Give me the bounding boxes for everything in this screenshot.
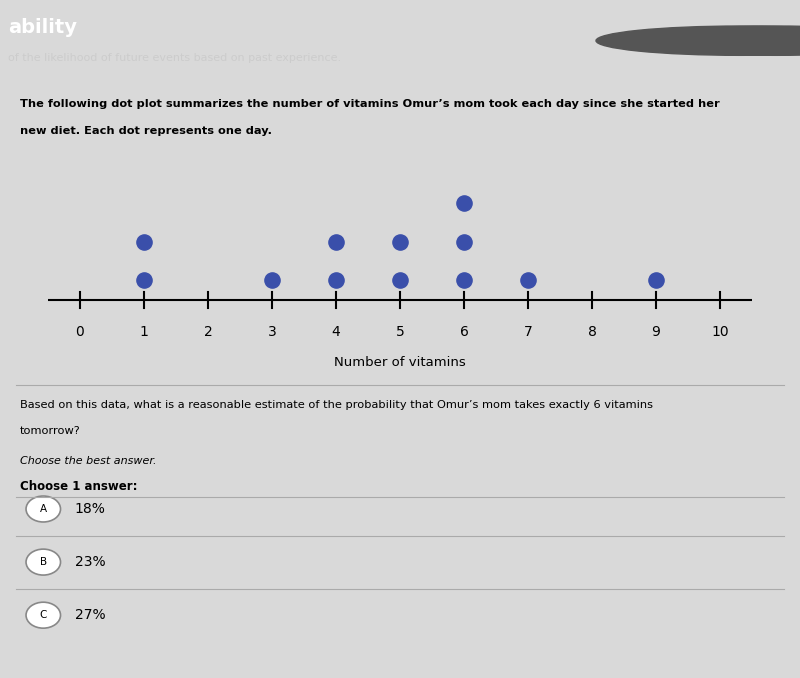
Text: A: A (40, 504, 47, 514)
Text: Choose 1 answer:: Choose 1 answer: (20, 479, 138, 492)
Point (330, 236, 342, 247)
Point (650, 274, 662, 285)
Point (522, 274, 534, 285)
Point (138, 274, 150, 285)
Circle shape (632, 26, 800, 56)
Text: 27%: 27% (74, 608, 106, 622)
Text: 10: 10 (711, 325, 729, 340)
Point (138, 236, 150, 247)
Point (394, 236, 406, 247)
Text: tomorrow?: tomorrow? (20, 426, 81, 437)
Point (330, 274, 342, 285)
Text: new diet. Each dot represents one day.: new diet. Each dot represents one day. (20, 125, 272, 136)
Circle shape (596, 26, 800, 56)
Text: 5: 5 (396, 325, 404, 340)
Point (458, 274, 470, 285)
Text: 8: 8 (587, 325, 597, 340)
Text: 3: 3 (268, 325, 276, 340)
Text: of the likelihood of future events based on past experience.: of the likelihood of future events based… (8, 53, 341, 63)
Point (458, 236, 470, 247)
Text: The following dot plot summarizes the number of vitamins Omur’s mom took each da: The following dot plot summarizes the nu… (20, 99, 719, 109)
Text: 23%: 23% (74, 555, 106, 569)
Text: 0: 0 (76, 325, 84, 340)
Point (266, 274, 278, 285)
Text: 2: 2 (204, 325, 212, 340)
Text: 9: 9 (651, 325, 661, 340)
Text: B: B (40, 557, 47, 567)
Circle shape (26, 496, 61, 522)
Point (394, 274, 406, 285)
Text: Number of vitamins: Number of vitamins (334, 356, 466, 369)
Text: Choose the best answer.: Choose the best answer. (20, 456, 156, 466)
Circle shape (26, 549, 61, 575)
Point (458, 198, 470, 209)
Text: ability: ability (8, 18, 77, 37)
Text: 6: 6 (459, 325, 469, 340)
Text: 1: 1 (139, 325, 149, 340)
Text: 7: 7 (524, 325, 532, 340)
Text: 4: 4 (332, 325, 340, 340)
Text: C: C (39, 610, 47, 620)
Text: Based on this data, what is a reasonable estimate of the probability that Omur’s: Based on this data, what is a reasonable… (20, 400, 653, 410)
Text: 18%: 18% (74, 502, 106, 516)
Circle shape (26, 602, 61, 628)
